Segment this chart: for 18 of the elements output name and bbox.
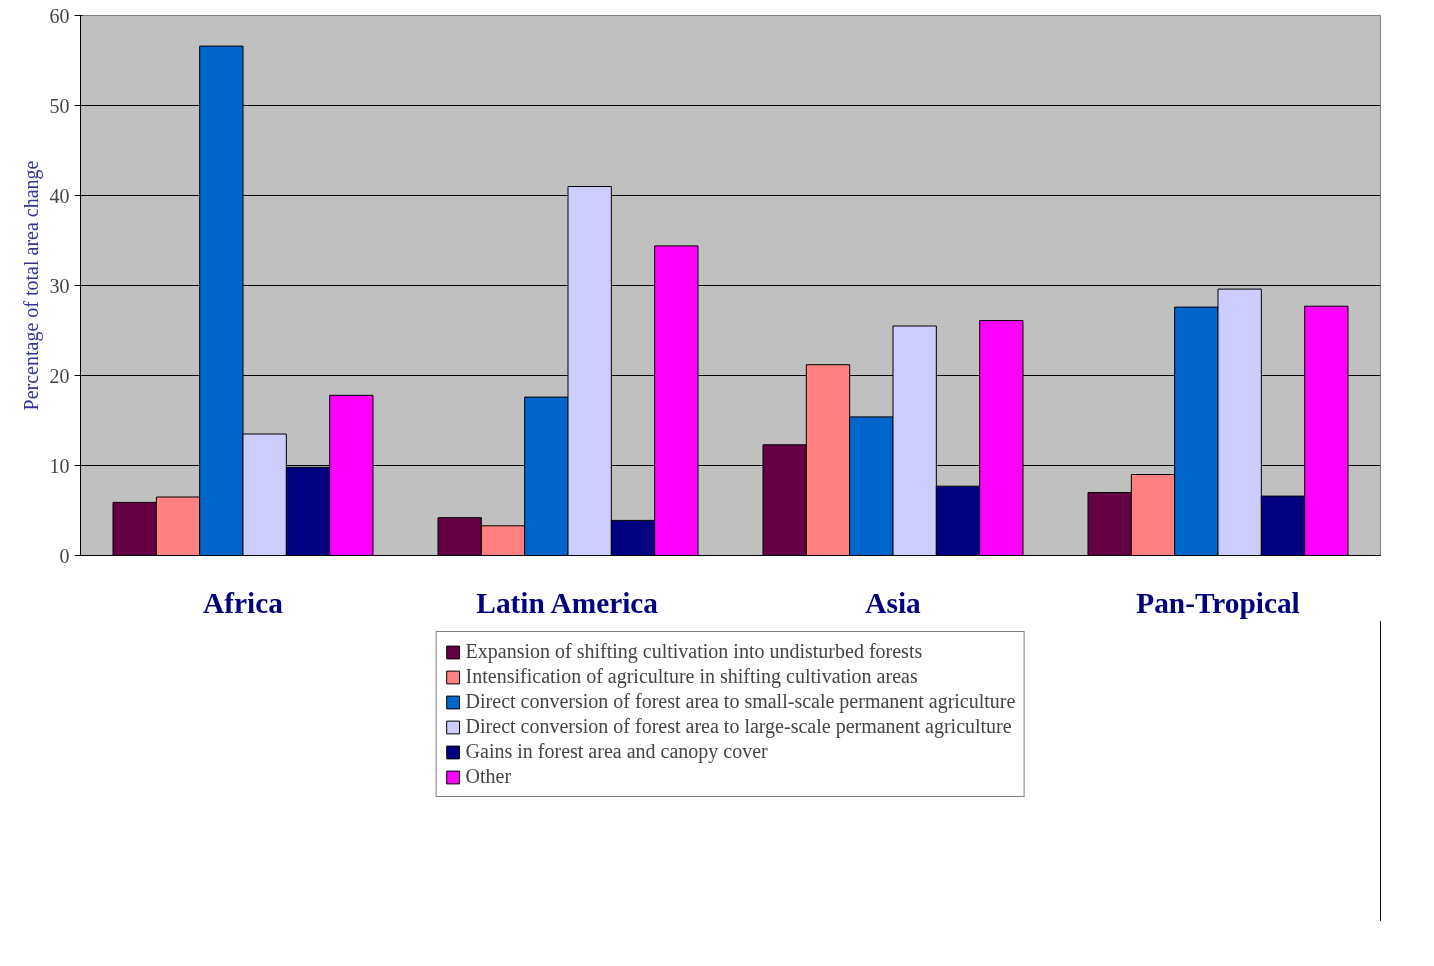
legend-label: Expansion of shifting cultivation into undisturbed forests (465, 640, 923, 663)
y-tick-label: 50 (49, 94, 70, 117)
legend-label: Intensification of agriculture in shifting cultivation areas (465, 665, 918, 688)
y-tick-label: 0 (59, 544, 70, 567)
y-axis-title: Percentage of total area change (19, 160, 43, 411)
legend-label: Gains in forest area and canopy cover (465, 740, 768, 763)
x-tick-label: Latin America (476, 586, 659, 619)
y-tick-label: 30 (49, 274, 70, 297)
x-tick-label: Africa (203, 586, 284, 619)
x-tick-label: Pan-Tropical (1136, 586, 1300, 619)
y-tick-label: 60 (49, 4, 70, 27)
legend-label: Direct conversion of forest area to small-scale permanent agriculture (465, 690, 1016, 713)
legend-label: Other (465, 765, 512, 788)
legend-label: Direct conversion of forest area to large-scale permanent agriculture (465, 715, 1012, 738)
y-tick-label: 10 (49, 454, 70, 477)
y-tick-label: 20 (49, 364, 70, 387)
x-tick-label: Asia (865, 586, 922, 619)
y-tick-label: 40 (49, 184, 70, 207)
